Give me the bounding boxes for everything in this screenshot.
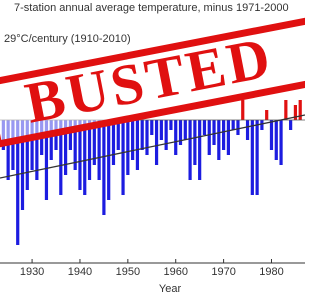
bar — [165, 120, 168, 150]
x-axis-label: Year — [159, 283, 182, 295]
bar — [117, 120, 120, 150]
bar — [160, 120, 163, 140]
bar — [256, 120, 259, 195]
bar — [184, 120, 187, 140]
bar — [212, 120, 215, 145]
chart-title: 7-station annual average temperature, mi… — [14, 2, 289, 14]
bar — [222, 120, 225, 150]
bar — [174, 120, 177, 155]
bar — [289, 120, 292, 130]
chart: 7-station annual average temperature, mi… — [0, 0, 305, 296]
bar — [83, 120, 86, 195]
bar — [265, 110, 268, 120]
bar — [188, 120, 191, 180]
bar — [112, 120, 115, 165]
x-tick-label: 1970 — [211, 266, 235, 278]
bar — [102, 120, 105, 215]
bar — [299, 100, 302, 120]
bar — [169, 120, 172, 130]
x-tick-label: 1960 — [163, 266, 187, 278]
bar — [232, 120, 235, 130]
x-tick-label: 1940 — [68, 266, 92, 278]
bar — [193, 120, 196, 165]
bar — [198, 120, 201, 180]
bar — [227, 120, 230, 155]
x-tick-label: 1980 — [259, 266, 283, 278]
x-tick-label: 1930 — [20, 266, 44, 278]
bar — [145, 120, 148, 155]
bar — [203, 120, 206, 135]
bar — [236, 120, 239, 135]
bar — [141, 120, 144, 150]
bar — [246, 120, 249, 140]
bar — [208, 120, 211, 155]
bar — [126, 120, 129, 175]
bar — [270, 120, 273, 150]
bar — [107, 120, 110, 200]
bar — [136, 120, 139, 170]
bar — [217, 120, 220, 160]
chart-subtitle: 29°C/century (1910-2010) — [4, 33, 131, 45]
bar — [98, 120, 101, 180]
bar — [279, 120, 282, 165]
bar — [260, 120, 263, 130]
bar — [155, 120, 158, 165]
bar — [284, 100, 287, 120]
bar — [131, 120, 134, 160]
bar — [275, 120, 278, 160]
x-tick-label: 1950 — [116, 266, 140, 278]
bar — [241, 100, 244, 120]
bar — [251, 120, 254, 195]
bar — [150, 120, 153, 135]
bar — [121, 120, 124, 195]
